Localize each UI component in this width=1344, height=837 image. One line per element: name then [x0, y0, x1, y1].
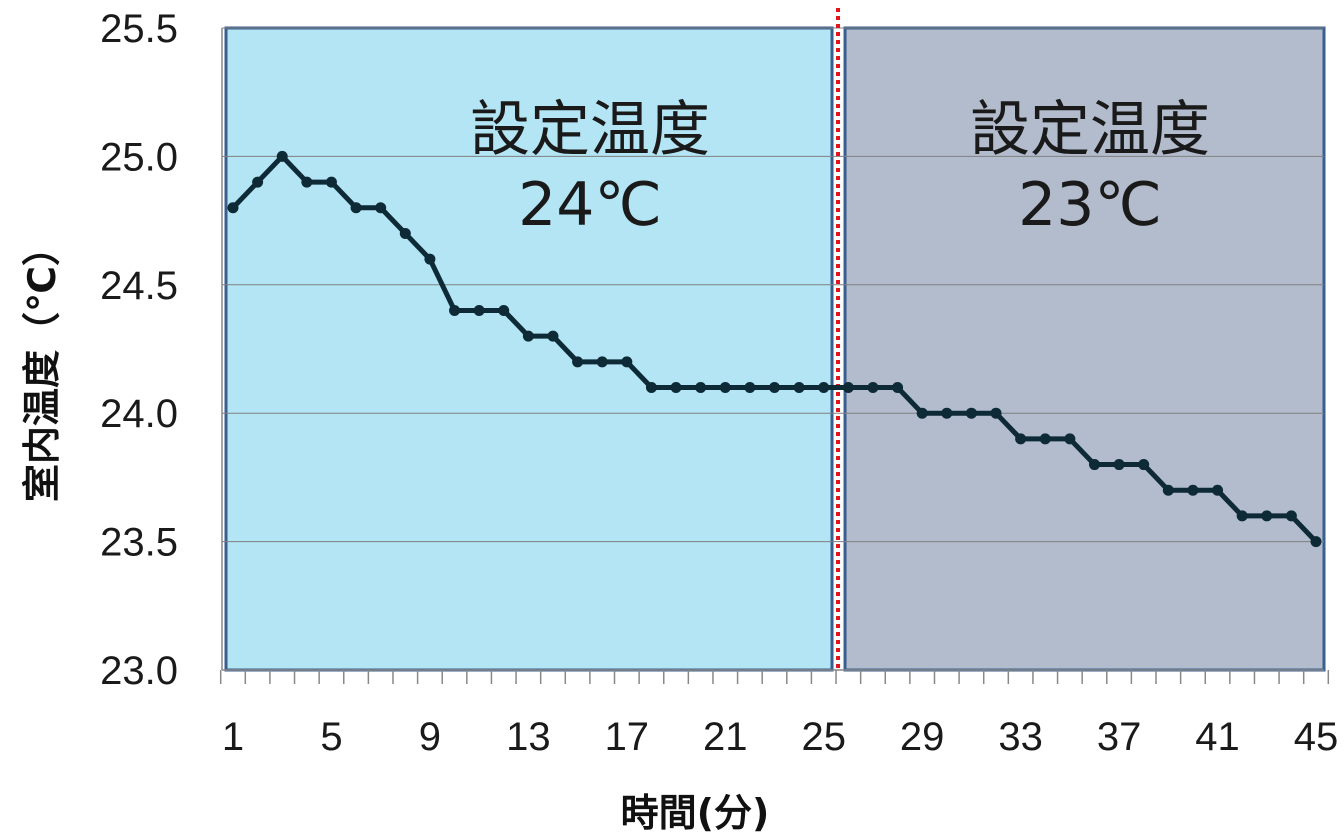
data-point	[769, 382, 780, 394]
region-2-box	[843, 26, 1326, 672]
x-tick-label: 5	[320, 715, 342, 759]
data-point	[449, 304, 461, 316]
data-point	[793, 382, 805, 394]
data-point	[621, 356, 633, 368]
region-1-box	[224, 26, 834, 672]
data-point	[1113, 459, 1125, 471]
data-point	[645, 382, 657, 394]
data-point	[1261, 510, 1273, 522]
x-tick-label: 33	[998, 715, 1043, 759]
data-point	[498, 304, 510, 316]
y-tick-label: 25.5	[100, 7, 178, 51]
region-1-label-line2: 24℃	[518, 170, 662, 240]
data-point	[424, 253, 436, 265]
data-point	[325, 176, 337, 188]
y-tick-label: 23.0	[100, 649, 178, 693]
setpoint-regions	[224, 26, 1326, 672]
x-tick-label: 1	[222, 715, 244, 759]
data-point	[1162, 484, 1174, 496]
data-point	[350, 202, 362, 214]
data-point	[596, 356, 608, 368]
y-tick-label: 24.0	[100, 392, 178, 436]
x-tick-label: 9	[419, 715, 441, 759]
data-point	[276, 150, 288, 162]
x-tick-label: 25	[801, 715, 846, 759]
x-tick-label: 37	[1097, 715, 1142, 759]
y-tick-label: 23.5	[100, 521, 178, 565]
data-point	[695, 382, 707, 394]
data-point	[399, 227, 411, 239]
data-point	[990, 407, 1002, 419]
data-point	[1015, 433, 1027, 445]
data-point	[375, 202, 387, 214]
data-point	[1064, 433, 1076, 445]
data-point	[547, 330, 559, 342]
x-tick-label: 17	[605, 715, 650, 759]
data-point	[1236, 510, 1248, 522]
data-point	[522, 330, 534, 342]
x-tick-label: 45	[1294, 715, 1339, 759]
data-point	[1039, 433, 1051, 445]
data-point	[1138, 459, 1150, 471]
data-point	[252, 176, 264, 188]
data-point	[719, 382, 731, 394]
region-2-label-line2: 23℃	[1018, 170, 1162, 240]
data-point	[227, 202, 239, 214]
data-point	[867, 382, 879, 394]
data-point	[965, 407, 977, 419]
x-tick-label: 29	[900, 715, 945, 759]
label-layer: 設定温度 24℃ 設定温度 23℃ 時間(分) 室内温度（℃）	[20, 95, 1210, 835]
data-point	[1088, 459, 1100, 471]
region-1-label-line1: 設定温度	[470, 95, 710, 165]
region-2-label-line1: 設定温度	[970, 95, 1210, 165]
data-point	[842, 382, 854, 394]
data-point	[916, 407, 928, 419]
axes: 23.0 23.5 24.0 24.5 25.0 25.5 1 5 9 13 17 21 25 29 33 3…	[100, 7, 1338, 759]
data-point	[572, 356, 584, 368]
data-point	[818, 382, 830, 394]
data-point	[1285, 510, 1297, 522]
data-point	[1310, 536, 1322, 548]
data-point	[744, 382, 756, 394]
x-tick-label: 41	[1195, 715, 1240, 759]
data-point	[892, 382, 904, 394]
data-point	[301, 176, 313, 188]
data-point	[473, 304, 485, 316]
y-tick-label: 24.5	[100, 264, 178, 308]
x-tick-label: 13	[506, 715, 551, 759]
y-tick-label: 25.0	[100, 135, 178, 179]
data-point	[1212, 484, 1224, 496]
y-axis-title: 室内温度（℃）	[20, 228, 64, 502]
x-axis-title: 時間(分)	[621, 791, 770, 835]
x-tick-label: 21	[703, 715, 748, 759]
series-layer	[227, 150, 1322, 548]
data-point	[670, 382, 682, 394]
data-point	[1187, 484, 1199, 496]
data-point	[941, 407, 953, 419]
